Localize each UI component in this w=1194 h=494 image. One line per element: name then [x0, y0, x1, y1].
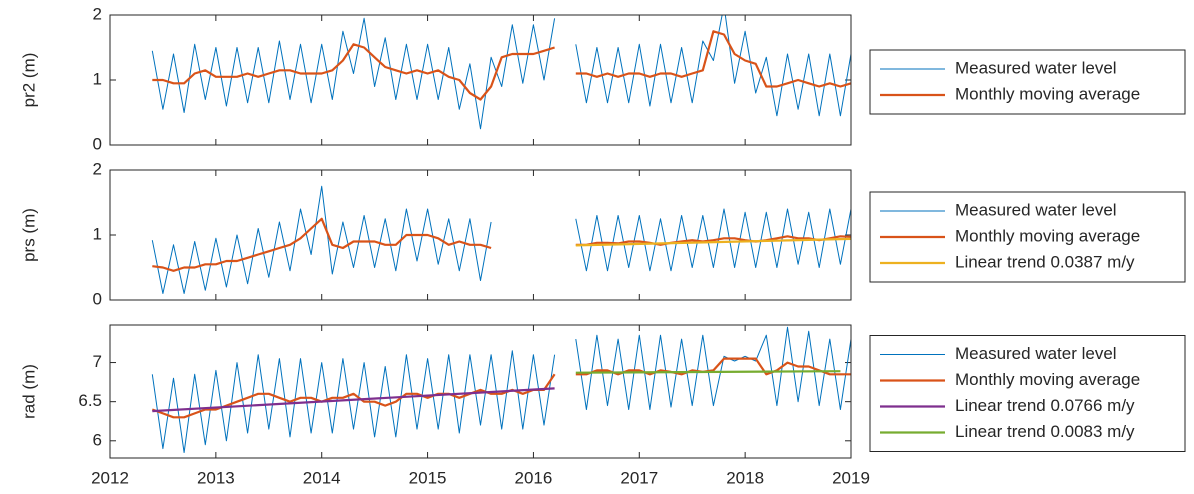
- legend-label: Monthly moving average: [955, 226, 1140, 245]
- series-line: [151, 15, 851, 130]
- y-tick-label: 7: [93, 352, 102, 371]
- series-line: [152, 387, 555, 413]
- series-line: [151, 357, 851, 419]
- x-tick-label: 2012: [91, 468, 129, 487]
- legend: Measured water level Monthly moving avera…: [869, 49, 1186, 115]
- legend: Measured water level Monthly moving avera…: [869, 191, 1186, 283]
- series-line: [575, 370, 841, 374]
- y-axis-label: prs (m): [19, 208, 38, 262]
- plot-area: [151, 326, 851, 453]
- legend-label: Monthly moving average: [955, 370, 1140, 389]
- y-axis-label: pr2 (m): [19, 53, 38, 108]
- series-line: [151, 185, 851, 294]
- axes-box: [109, 169, 852, 301]
- axes-box: [109, 324, 852, 459]
- x-tick-label: 2016: [515, 468, 553, 487]
- x-tick-label: 2019: [832, 468, 870, 487]
- series-line: [152, 30, 851, 101]
- y-tick-label: 2: [93, 159, 102, 178]
- y-tick-label: 1: [93, 69, 102, 88]
- series-line: [151, 326, 851, 453]
- x-tick-label: 2015: [409, 468, 447, 487]
- y-tick-label: 0: [93, 289, 102, 308]
- legend-label: Monthly moving average: [955, 84, 1140, 103]
- legend: Measured water level Monthly moving avera…: [869, 335, 1186, 452]
- legend-label: Measured water level: [955, 58, 1117, 77]
- legend-label: Measured water level: [955, 344, 1117, 363]
- y-tick-label: 1: [93, 224, 102, 243]
- legend-label: Linear trend 0.0083 m/y: [955, 422, 1135, 441]
- y-tick-label: 6: [93, 430, 102, 449]
- legend-label: Linear trend 0.0766 m/y: [955, 396, 1135, 415]
- x-tick-label: 2014: [303, 468, 341, 487]
- x-tick-label: 2018: [726, 468, 764, 487]
- y-axis-label: rad (m): [19, 364, 38, 419]
- y-tick-label: 6.5: [78, 391, 102, 410]
- legend-label: Measured water level: [955, 200, 1117, 219]
- y-tick-label: 0: [93, 134, 102, 153]
- series-line: [575, 237, 851, 247]
- x-tick-label: 2013: [197, 468, 235, 487]
- series-line: [152, 217, 851, 272]
- plot-area: [151, 15, 851, 130]
- y-tick-label: 2: [93, 4, 102, 23]
- legend-box: [869, 49, 1186, 115]
- x-tick-label: 2017: [620, 468, 658, 487]
- axes-box: [109, 14, 852, 146]
- plot-area: [151, 185, 851, 294]
- legend-label: Linear trend 0.0387 m/y: [955, 252, 1135, 271]
